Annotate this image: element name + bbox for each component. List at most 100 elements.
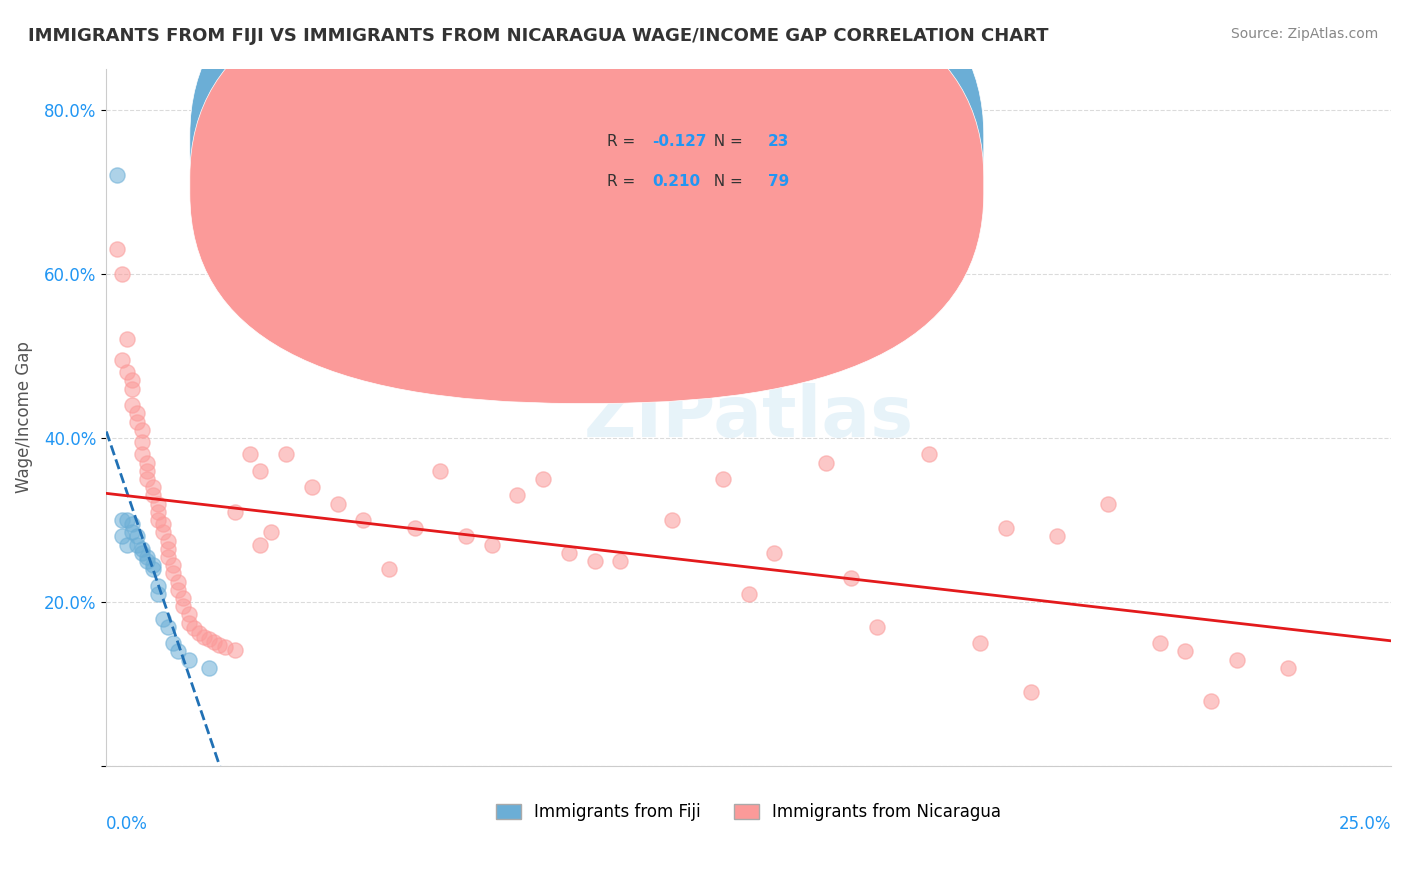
Point: [121, 382, 143, 396]
Point: [558, 546, 581, 560]
Point: [352, 513, 374, 527]
Point: [249, 464, 271, 478]
Point: [131, 541, 153, 556]
Point: [172, 591, 194, 605]
Point: [239, 447, 262, 461]
Point: [156, 541, 179, 556]
Point: [193, 630, 215, 644]
Point: [249, 538, 271, 552]
Point: [146, 513, 169, 527]
Point: [152, 517, 174, 532]
Legend: Immigrants from Fiji, Immigrants from Nicaragua: Immigrants from Fiji, Immigrants from Ni…: [489, 797, 1008, 828]
Point: [115, 365, 138, 379]
Point: [917, 447, 939, 461]
Point: [994, 521, 1017, 535]
Text: R =: R =: [607, 135, 641, 149]
Point: [152, 611, 174, 625]
Point: [866, 620, 889, 634]
Point: [841, 570, 863, 584]
Point: [136, 554, 159, 568]
Point: [167, 574, 190, 589]
Point: [167, 582, 190, 597]
Point: [763, 546, 786, 560]
Point: [1046, 529, 1069, 543]
Point: [115, 333, 138, 347]
Point: [136, 472, 159, 486]
Point: [121, 517, 143, 532]
Text: 25.0%: 25.0%: [1339, 815, 1391, 833]
Point: [156, 549, 179, 564]
Point: [131, 423, 153, 437]
Point: [146, 579, 169, 593]
Point: [969, 636, 991, 650]
Point: [142, 558, 165, 573]
Point: [378, 562, 401, 576]
Text: -0.127: -0.127: [652, 135, 707, 149]
Text: 23: 23: [768, 135, 789, 149]
Point: [111, 513, 134, 527]
Point: [111, 267, 134, 281]
Text: N =: N =: [704, 135, 748, 149]
Point: [162, 636, 184, 650]
Point: [105, 242, 128, 256]
Point: [121, 525, 143, 540]
Point: [531, 472, 554, 486]
Point: [121, 374, 143, 388]
Point: [146, 505, 169, 519]
Point: [162, 566, 184, 581]
Point: [142, 562, 165, 576]
Point: [121, 398, 143, 412]
Point: [404, 521, 426, 535]
Point: [224, 505, 246, 519]
FancyBboxPatch shape: [190, 0, 984, 403]
Point: [1149, 636, 1171, 650]
Point: [177, 652, 200, 666]
Point: [214, 640, 236, 655]
Point: [136, 549, 159, 564]
Point: [115, 538, 138, 552]
Point: [1019, 685, 1042, 699]
Point: [198, 661, 221, 675]
Point: [152, 525, 174, 540]
Text: 0.0%: 0.0%: [107, 815, 148, 833]
Point: [429, 464, 451, 478]
Point: [202, 634, 225, 648]
Point: [131, 546, 153, 560]
Point: [167, 644, 190, 658]
Point: [609, 554, 631, 568]
Point: [208, 638, 231, 652]
Point: [127, 415, 149, 429]
Point: [105, 168, 128, 182]
Point: [506, 488, 529, 502]
Point: [814, 456, 837, 470]
Point: [127, 538, 149, 552]
Point: [127, 529, 149, 543]
Point: [136, 464, 159, 478]
Point: [711, 472, 734, 486]
Point: [142, 480, 165, 494]
FancyBboxPatch shape: [555, 118, 865, 222]
Point: [146, 587, 169, 601]
Text: N =: N =: [704, 174, 748, 189]
Point: [183, 621, 205, 635]
Point: [172, 599, 194, 614]
Point: [146, 497, 169, 511]
Point: [142, 488, 165, 502]
Y-axis label: Wage/Income Gap: Wage/Income Gap: [15, 342, 32, 493]
Point: [115, 513, 138, 527]
Point: [1174, 644, 1197, 658]
Point: [1226, 652, 1249, 666]
Point: [1277, 661, 1299, 675]
Point: [162, 558, 184, 573]
Point: [737, 587, 759, 601]
Point: [1097, 497, 1119, 511]
Point: [661, 513, 683, 527]
Point: [276, 447, 298, 461]
Point: [131, 435, 153, 450]
Point: [177, 615, 200, 630]
Point: [156, 533, 179, 548]
Point: [156, 620, 179, 634]
Text: Source: ZipAtlas.com: Source: ZipAtlas.com: [1230, 27, 1378, 41]
Point: [187, 626, 209, 640]
Point: [111, 529, 134, 543]
